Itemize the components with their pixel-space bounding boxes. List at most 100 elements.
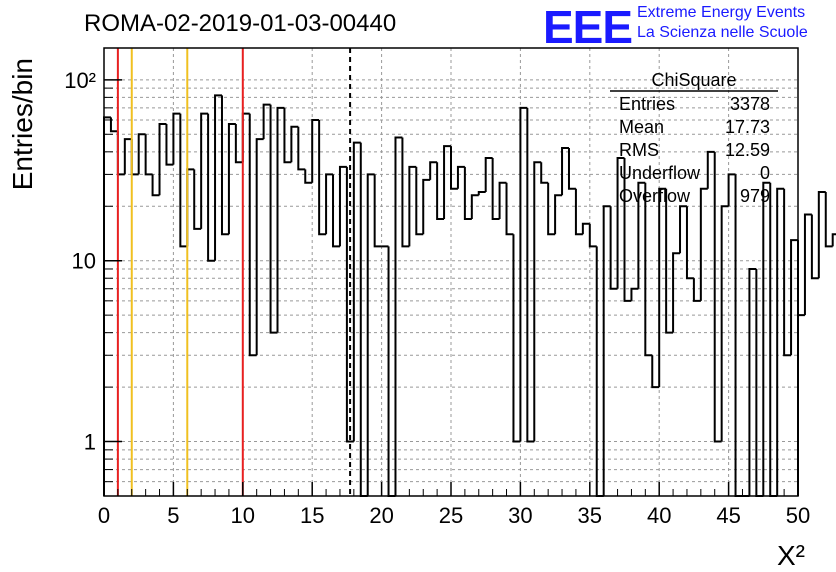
histogram-bin — [831, 233, 836, 247]
x-tick-label: 0 — [98, 503, 110, 528]
histogram-bin — [200, 112, 209, 229]
histogram-bin — [547, 182, 556, 236]
x-tick-label: 10 — [231, 503, 255, 528]
histogram-bin — [123, 138, 132, 175]
histogram-bin — [443, 145, 451, 220]
histogram-bin — [630, 287, 639, 301]
x-tick-label: 5 — [167, 503, 179, 528]
stats-label-entries: Entries — [619, 94, 675, 114]
stats-value-underflow: 0 — [760, 163, 770, 183]
histogram-bin — [227, 122, 236, 235]
histogram-bin — [207, 113, 216, 262]
y-tick-label: 10 — [72, 249, 96, 274]
histogram-bin — [373, 174, 382, 248]
histogram-bin — [477, 190, 486, 196]
histogram-bin — [359, 142, 368, 497]
y-tick-label: 10² — [64, 68, 96, 93]
axis-layer: 0 5 10 15 20 25 30 35 40 45 50 1 10 10² — [64, 68, 810, 528]
histogram-bin — [144, 134, 153, 176]
x-tick-label: 25 — [439, 503, 463, 528]
histogram-bin — [387, 246, 396, 497]
histogram-bin — [526, 107, 535, 443]
x-tick-label: 50 — [786, 503, 810, 528]
histogram-bin — [151, 174, 160, 197]
histogram-bin — [540, 162, 549, 184]
histogram-bin — [713, 151, 722, 443]
histogram-bin — [762, 181, 771, 496]
histogram-bin — [491, 157, 500, 221]
histogram-bin — [255, 138, 264, 356]
stats-box: ChiSquare Entries 3378 Mean 17.73 RMS 12… — [610, 70, 778, 206]
histogram-bin — [769, 182, 778, 497]
histogram-bin — [644, 182, 653, 357]
histogram-bin — [706, 150, 715, 189]
stats-value-overflow: 979 — [740, 186, 770, 206]
histogram-bin — [790, 239, 798, 356]
histogram-bin — [366, 173, 375, 496]
histogram-bin — [748, 267, 757, 496]
stats-value-mean: 17.73 — [725, 117, 770, 137]
stats-label-overflow: Overflow — [619, 186, 691, 206]
logo-line-2: La Scienza nelle Scuole — [637, 24, 808, 41]
stats-label-mean: Mean — [619, 117, 664, 137]
histogram-bin — [817, 190, 826, 279]
histogram-bin — [651, 355, 660, 389]
histogram-bin — [137, 133, 146, 175]
histogram-bin — [533, 161, 542, 442]
histogram-bin — [338, 165, 347, 247]
histogram-bin — [803, 213, 812, 316]
histogram-bin — [304, 169, 313, 184]
histogram-bin — [554, 194, 563, 235]
histogram-bin — [623, 157, 632, 302]
histogram-bin — [637, 181, 646, 289]
histogram-bin — [616, 156, 625, 289]
histogram-bin — [727, 173, 736, 207]
histogram-bin — [602, 205, 611, 496]
histogram-bin — [595, 246, 604, 497]
histogram-bin — [193, 169, 202, 230]
histogram-bin — [130, 139, 139, 176]
histogram-bin — [269, 104, 278, 334]
x-axis-label: X² — [777, 540, 805, 571]
histogram-bin — [450, 146, 458, 190]
logo-line-1: Extreme Energy Events — [637, 4, 806, 21]
grid-layer — [104, 48, 798, 496]
histogram-bin — [248, 113, 257, 357]
histogram-bin — [581, 222, 590, 235]
stats-value-rms: 12.59 — [725, 140, 770, 160]
histogram-bin — [262, 103, 271, 140]
x-tick-label: 15 — [300, 503, 324, 528]
histogram-bin — [588, 223, 597, 248]
eee-logo: EEE — [543, 1, 633, 53]
histogram-bin — [283, 107, 292, 164]
histogram-bin — [574, 188, 583, 236]
stats-label-underflow: Underflow — [619, 163, 701, 183]
marker-lines-layer — [116, 48, 352, 496]
histogram-bin — [783, 188, 792, 357]
histogram-bin — [797, 240, 805, 317]
stats-value-entries: 3378 — [730, 94, 770, 114]
histogram-bin — [436, 162, 445, 221]
histogram-bin — [720, 205, 729, 442]
stats-label-rms: RMS — [619, 140, 659, 160]
histogram-bin — [512, 234, 521, 443]
histogram-bin — [179, 113, 188, 248]
x-tick-label: 35 — [578, 503, 602, 528]
histogram-bin — [456, 165, 465, 189]
histogram-bin — [352, 141, 361, 442]
histogram-bin — [345, 166, 354, 443]
histogram-bin — [734, 174, 743, 497]
histogram-bin — [685, 206, 694, 280]
histogram-bin — [186, 168, 195, 247]
histogram-bin — [276, 106, 285, 333]
histogram-bin — [116, 131, 125, 176]
histogram-bin — [325, 173, 334, 235]
histogram-bin — [429, 161, 438, 180]
histogram-bin — [463, 166, 472, 221]
histogram-bin — [109, 117, 118, 133]
histogram-bin — [561, 146, 569, 196]
histogram-bin — [755, 268, 764, 497]
y-tick-label: 1 — [84, 430, 96, 455]
histogram-layer — [103, 94, 836, 497]
histogram-bin — [692, 278, 701, 302]
